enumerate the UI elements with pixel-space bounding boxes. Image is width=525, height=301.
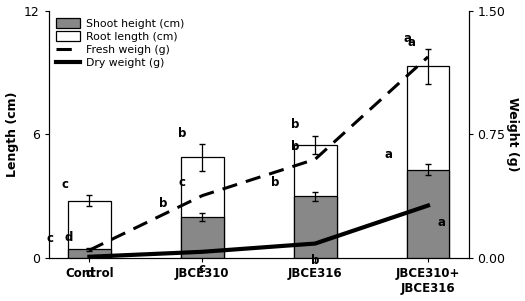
Text: c: c xyxy=(199,262,206,275)
Text: c: c xyxy=(178,176,185,189)
Text: a: a xyxy=(407,36,415,48)
Text: b: b xyxy=(178,127,186,140)
Bar xyxy=(406,66,449,259)
Text: c: c xyxy=(61,178,68,191)
Text: b: b xyxy=(271,176,280,189)
Y-axis label: Weight (g): Weight (g) xyxy=(507,97,519,172)
Text: b: b xyxy=(311,254,319,267)
Text: b: b xyxy=(291,118,299,132)
Bar xyxy=(68,200,111,259)
Bar xyxy=(293,197,337,259)
Text: a: a xyxy=(384,148,393,161)
Legend: Shoot height (cm), Root length (cm), Fresh weigh (g), Dry weight (g): Shoot height (cm), Root length (cm), Fre… xyxy=(54,16,186,71)
Y-axis label: Length (cm): Length (cm) xyxy=(6,92,18,177)
Bar xyxy=(68,249,111,259)
Text: a: a xyxy=(404,32,412,45)
Bar xyxy=(181,217,224,259)
Text: b: b xyxy=(291,140,299,153)
Bar xyxy=(406,169,449,259)
Text: d: d xyxy=(65,231,74,244)
Text: a: a xyxy=(437,216,446,229)
Text: b: b xyxy=(159,197,167,210)
Bar xyxy=(181,157,224,259)
Text: d: d xyxy=(85,267,93,280)
Bar xyxy=(293,145,337,259)
Text: c: c xyxy=(46,231,54,245)
